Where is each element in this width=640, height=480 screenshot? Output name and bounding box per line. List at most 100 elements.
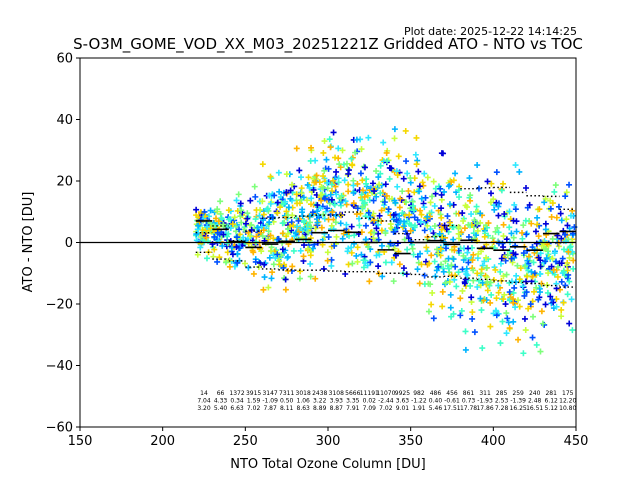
data-point bbox=[460, 217, 467, 224]
data-point bbox=[386, 175, 393, 182]
bin-std-label: 8.87 bbox=[330, 405, 344, 412]
data-point bbox=[423, 258, 430, 265]
data-point bbox=[313, 172, 320, 179]
data-point bbox=[399, 224, 406, 231]
data-point bbox=[369, 180, 376, 187]
data-point bbox=[404, 170, 411, 177]
data-point bbox=[431, 223, 438, 230]
data-point bbox=[522, 327, 529, 334]
bin-count-label: 11070 bbox=[376, 390, 395, 397]
data-point bbox=[471, 217, 478, 224]
data-point bbox=[244, 210, 251, 217]
data-point bbox=[220, 221, 227, 228]
data-point bbox=[537, 289, 544, 296]
data-point bbox=[510, 289, 517, 296]
data-point bbox=[487, 199, 494, 206]
data-point bbox=[296, 228, 303, 235]
data-point bbox=[362, 222, 369, 229]
data-point bbox=[297, 268, 304, 275]
data-point bbox=[497, 260, 504, 267]
data-point bbox=[519, 283, 526, 290]
data-point bbox=[279, 220, 286, 227]
data-point bbox=[354, 244, 361, 251]
data-point bbox=[421, 170, 428, 177]
data-point bbox=[235, 191, 242, 198]
data-point bbox=[371, 188, 378, 195]
bin-std-label: 7.09 bbox=[363, 405, 377, 412]
data-point bbox=[431, 202, 438, 209]
data-point bbox=[289, 181, 296, 188]
data-point bbox=[551, 188, 558, 195]
data-point bbox=[562, 282, 569, 289]
data-point bbox=[552, 182, 559, 189]
data-point bbox=[442, 245, 449, 252]
data-point bbox=[264, 205, 271, 212]
data-point bbox=[350, 182, 357, 189]
data-point bbox=[493, 295, 500, 302]
data-point bbox=[428, 301, 435, 308]
data-point bbox=[261, 274, 268, 281]
data-point bbox=[353, 252, 360, 259]
data-point bbox=[361, 253, 368, 260]
data-point bbox=[497, 268, 504, 275]
data-point bbox=[320, 149, 327, 156]
data-point bbox=[260, 286, 267, 293]
data-point bbox=[519, 235, 526, 242]
data-point bbox=[301, 242, 308, 249]
data-point bbox=[490, 276, 497, 283]
bin-std-label: 17.78 bbox=[460, 405, 477, 412]
data-point bbox=[364, 192, 371, 199]
data-point bbox=[550, 266, 557, 273]
data-point bbox=[500, 296, 507, 303]
data-point bbox=[456, 194, 463, 201]
data-point bbox=[339, 235, 346, 242]
data-point bbox=[560, 299, 567, 306]
data-point bbox=[495, 212, 502, 219]
data-point bbox=[488, 190, 495, 197]
data-point bbox=[224, 249, 231, 256]
data-point bbox=[366, 278, 373, 285]
data-point bbox=[203, 234, 210, 241]
data-point bbox=[382, 181, 389, 188]
data-point bbox=[506, 208, 513, 215]
data-point bbox=[495, 229, 502, 236]
data-point bbox=[333, 168, 340, 175]
data-point bbox=[325, 165, 332, 172]
data-point bbox=[387, 221, 394, 228]
data-point bbox=[411, 214, 418, 221]
data-point bbox=[332, 154, 339, 161]
data-point bbox=[542, 258, 549, 265]
data-point bbox=[538, 308, 545, 315]
data-point bbox=[443, 226, 450, 233]
data-point bbox=[435, 263, 442, 270]
data-point bbox=[365, 134, 372, 141]
data-point bbox=[506, 297, 513, 304]
data-point bbox=[272, 254, 279, 261]
data-point bbox=[261, 261, 268, 268]
data-point bbox=[236, 226, 243, 233]
data-point bbox=[442, 279, 449, 286]
bin-mean-label: -1.93 bbox=[477, 398, 493, 405]
data-point bbox=[427, 226, 434, 233]
data-point bbox=[427, 281, 434, 288]
bin-mean-label: -1.22 bbox=[411, 398, 427, 405]
data-point bbox=[448, 272, 455, 279]
data-point bbox=[478, 307, 485, 314]
data-point bbox=[474, 284, 481, 291]
bin-count-label: 7311 bbox=[279, 390, 294, 397]
data-point bbox=[506, 224, 513, 231]
data-point bbox=[558, 278, 565, 285]
data-point bbox=[470, 251, 477, 258]
data-point bbox=[427, 199, 434, 206]
data-point bbox=[422, 194, 429, 201]
data-point bbox=[376, 181, 383, 188]
data-point bbox=[513, 272, 520, 279]
data-point bbox=[523, 184, 530, 191]
bin-count-label: 3915 bbox=[246, 390, 261, 397]
data-point bbox=[485, 232, 492, 239]
data-point bbox=[214, 258, 221, 265]
data-point bbox=[423, 215, 430, 222]
data-point bbox=[333, 233, 340, 240]
data-point bbox=[442, 258, 449, 265]
